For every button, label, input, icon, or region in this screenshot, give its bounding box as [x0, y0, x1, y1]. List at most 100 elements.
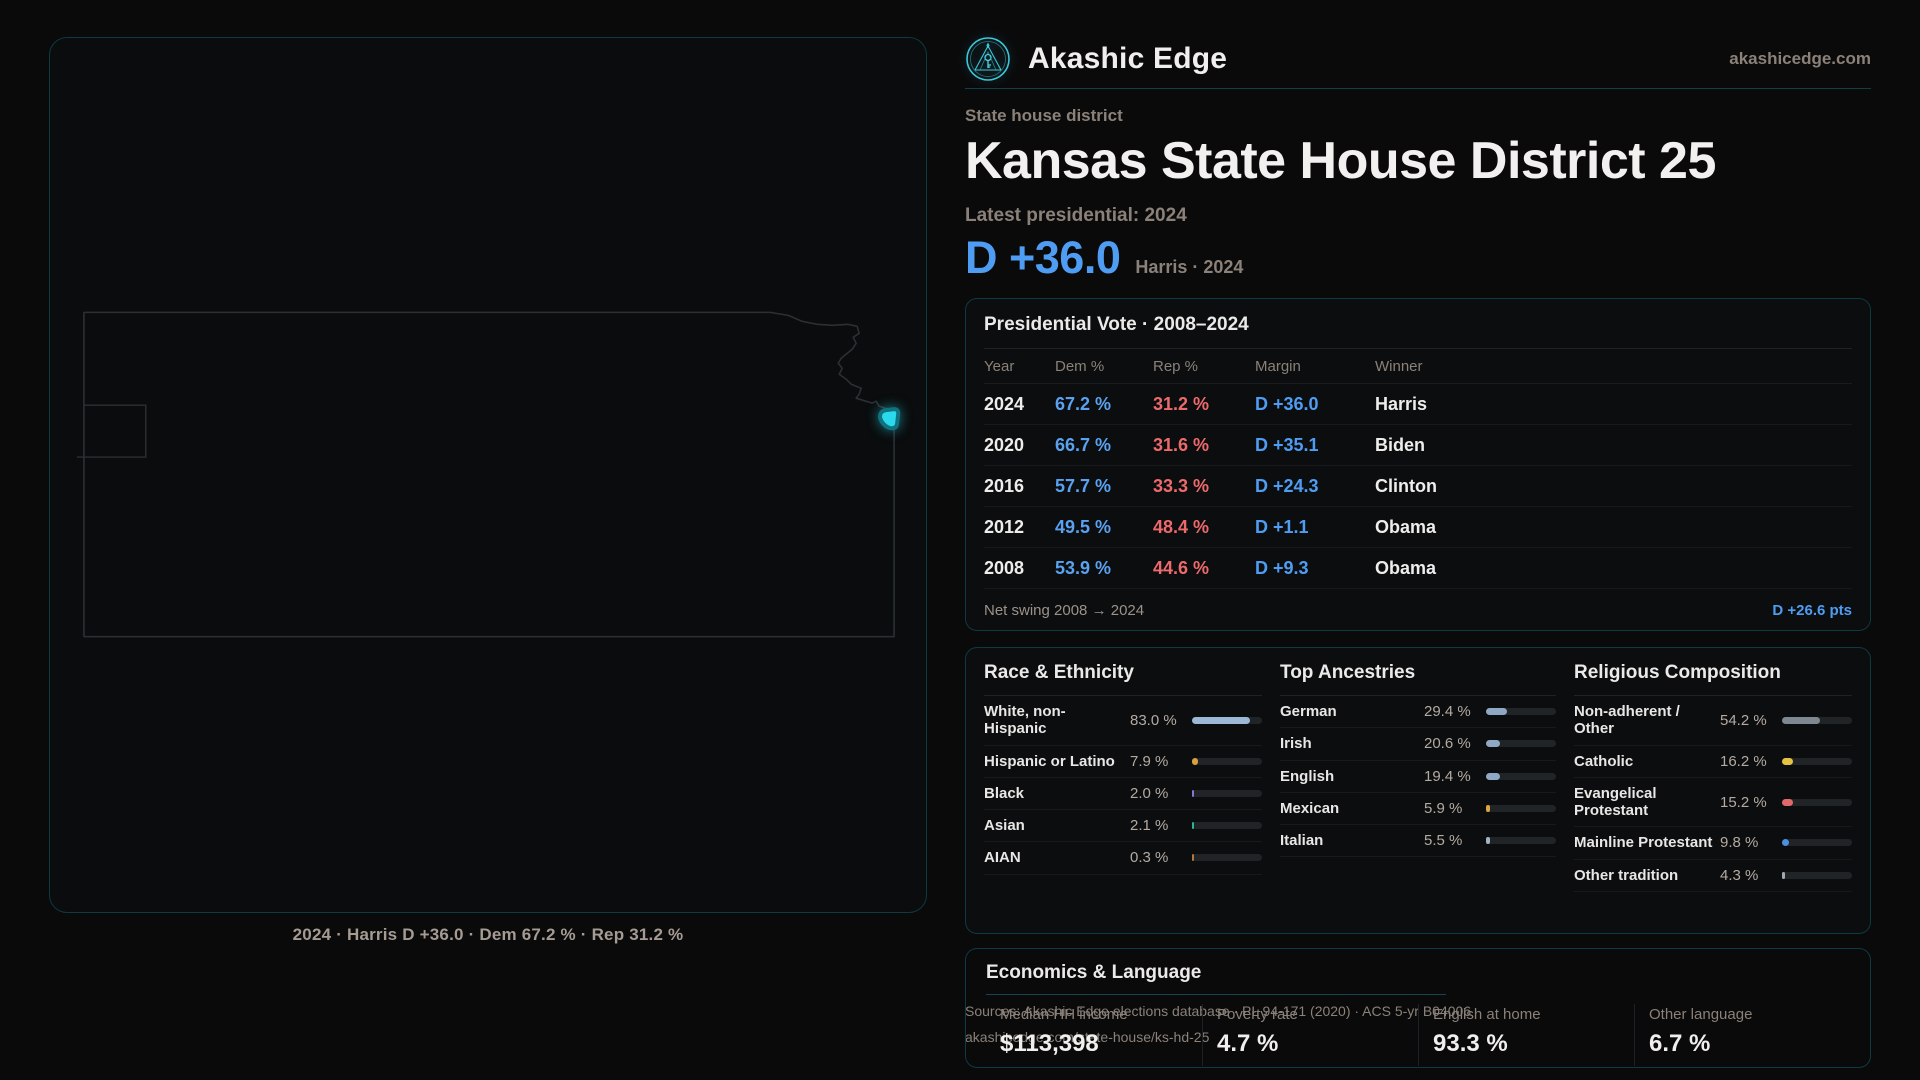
permalink[interactable]: akashicedge.com/state-house/ks-hd-25 [965, 1029, 1210, 1045]
table-row: 2024 67.2 % 31.2 % D +36.0 Harris [984, 384, 1852, 425]
demo-bar-track [1192, 757, 1262, 765]
cell-rep: 31.2 % [1153, 393, 1210, 414]
latest-presidential-label: Latest presidential: 2024 [965, 205, 1187, 226]
margin-context: Harris · 2024 [1135, 257, 1244, 277]
race-ethnicity-panel: Race & Ethnicity White, non-Hispanic 83.… [966, 648, 1271, 933]
demo-bar-fill [1192, 822, 1194, 830]
demo-bar-track [1192, 789, 1262, 797]
cell-rep: 31.6 % [1153, 434, 1210, 455]
presidential-card-title: Presidential Vote · 2008–2024 [984, 299, 1852, 349]
table-header-row: Year Dem % Rep % Margin Winner [984, 349, 1852, 384]
demo-value: 15.2 % [1720, 793, 1767, 811]
demo-value: 7.9 % [1130, 752, 1169, 770]
cell-margin: D +36.0 [1255, 393, 1319, 414]
stat-other-language: Other language 6.7 % [1634, 1004, 1850, 1066]
demo-value: 20.6 % [1424, 735, 1471, 753]
stat-median-hh-income: Median HH income $113,398 [986, 1004, 1202, 1066]
demo-bar-fill [1486, 740, 1501, 748]
stat-value: 4.7 % [1217, 1030, 1279, 1057]
cell-year: 2008 [984, 557, 1025, 578]
cell-rep: 44.6 % [1153, 557, 1210, 578]
net-swing-row: Net swing 2008 → 2024 D +26.6 pts [984, 589, 1852, 632]
cell-winner: Obama [1375, 516, 1437, 537]
presidential-vote-card: Presidential Vote · 2008–2024 Year Dem %… [965, 298, 1871, 631]
demo-bar-fill [1486, 804, 1491, 812]
demo-value: 29.4 % [1424, 703, 1471, 721]
demo-bar-track [1192, 822, 1262, 830]
demo-label: Mainline Protestant [1574, 834, 1713, 852]
demo-label: German [1280, 703, 1337, 720]
col-header-rep: Rep % [1153, 357, 1199, 375]
akashic-edge-logo-icon [966, 37, 1010, 81]
col-header-winner: Winner [1375, 357, 1423, 375]
cell-dem: 53.9 % [1055, 557, 1112, 578]
cell-dem: 66.7 % [1055, 434, 1112, 455]
demo-row: Evangelical Protestant 15.2 % [1574, 778, 1852, 828]
demo-bar-fill [1486, 837, 1490, 845]
demo-label: Italian [1280, 832, 1324, 849]
economics-card-title: Economics & Language [986, 962, 1202, 983]
demo-row: White, non-Hispanic 83.0 % [984, 696, 1262, 746]
cell-year: 2012 [984, 516, 1025, 537]
map-caption: 2024 · Harris D +36.0 · Dem 67.2 % · Rep… [292, 925, 684, 944]
demo-label: Non-adherent / Other [1574, 703, 1680, 738]
demo-label: Mexican [1280, 799, 1340, 817]
demo-label: Asian [984, 817, 1025, 834]
district-map-card [49, 37, 927, 913]
demo-label: White, non-Hispanic [984, 703, 1066, 738]
stat-value: 93.3 % [1433, 1030, 1508, 1057]
col-header-dem: Dem % [1055, 357, 1105, 375]
net-swing-label: Net swing 2008 → 2024 [984, 602, 1145, 619]
demo-row: Catholic 16.2 % [1574, 746, 1852, 778]
demo-value: 5.5 % [1424, 832, 1463, 850]
demo-label: Irish [1280, 735, 1312, 753]
demo-label: Catholic [1574, 752, 1634, 770]
demo-label: Hispanic or Latino [984, 752, 1115, 770]
cell-margin: D +1.1 [1255, 516, 1309, 537]
table-row: 2008 53.9 % 44.6 % D +9.3 Obama [984, 548, 1852, 589]
demo-label: Other tradition [1574, 866, 1679, 884]
stat-value: $113,398 [1000, 1030, 1099, 1057]
race-ethnicity-title: Race & Ethnicity [984, 662, 1262, 696]
kansas-map[interactable] [50, 38, 926, 912]
cell-margin: D +24.3 [1255, 475, 1319, 496]
demo-value: 0.3 % [1130, 849, 1169, 867]
stat-english-at-home: English at home 93.3 % [1418, 1004, 1634, 1066]
site-link[interactable]: akashicedge.com [1729, 49, 1871, 68]
economics-title-divider [986, 994, 1446, 995]
demo-bar-track [1486, 837, 1556, 845]
demo-row: English 19.4 % [1280, 761, 1556, 793]
district-25-marker[interactable] [877, 407, 901, 431]
demo-bar-track [1192, 854, 1262, 862]
demo-bar-fill [1486, 708, 1507, 716]
cell-dem: 67.2 % [1055, 393, 1112, 414]
kansas-outline [83, 311, 895, 638]
demo-label: Evangelical Protestant [1574, 784, 1657, 819]
demo-bar-track [1486, 772, 1556, 780]
demo-row: Asian 2.1 % [984, 810, 1262, 843]
demo-value: 16.2 % [1720, 752, 1767, 770]
cell-dem: 49.5 % [1055, 516, 1112, 537]
demo-label: English [1280, 767, 1335, 785]
stat-label: Other language [1649, 1006, 1753, 1023]
demo-label: AIAN [984, 849, 1021, 867]
demo-bar-fill [1486, 772, 1500, 780]
sources-line: Sources: Akashic Edge elections database… [965, 1003, 1472, 1019]
demo-bar-fill [1192, 716, 1251, 724]
cell-rep: 48.4 % [1153, 516, 1210, 537]
demo-bar-track [1782, 716, 1852, 724]
cell-year: 2024 [984, 393, 1025, 414]
demo-row: Irish 20.6 % [1280, 728, 1556, 761]
county-boundary [76, 404, 147, 458]
demo-value: 5.9 % [1424, 799, 1463, 817]
top-ancestries-panel: Top Ancestries German 29.4 % Irish 20.6 … [1271, 648, 1565, 933]
demo-value: 4.3 % [1720, 866, 1759, 884]
brand-header: Akashic Edge akashicedge.com [965, 34, 1871, 84]
header-divider [965, 88, 1871, 89]
demo-bar-track [1782, 798, 1852, 806]
economics-language-card: Economics & Language Median HH income $1… [965, 948, 1871, 1068]
demo-label: Black [984, 784, 1025, 802]
demo-row: Black 2.0 % [984, 778, 1262, 810]
cell-year: 2016 [984, 475, 1025, 496]
demo-value: 54.2 % [1720, 711, 1767, 729]
